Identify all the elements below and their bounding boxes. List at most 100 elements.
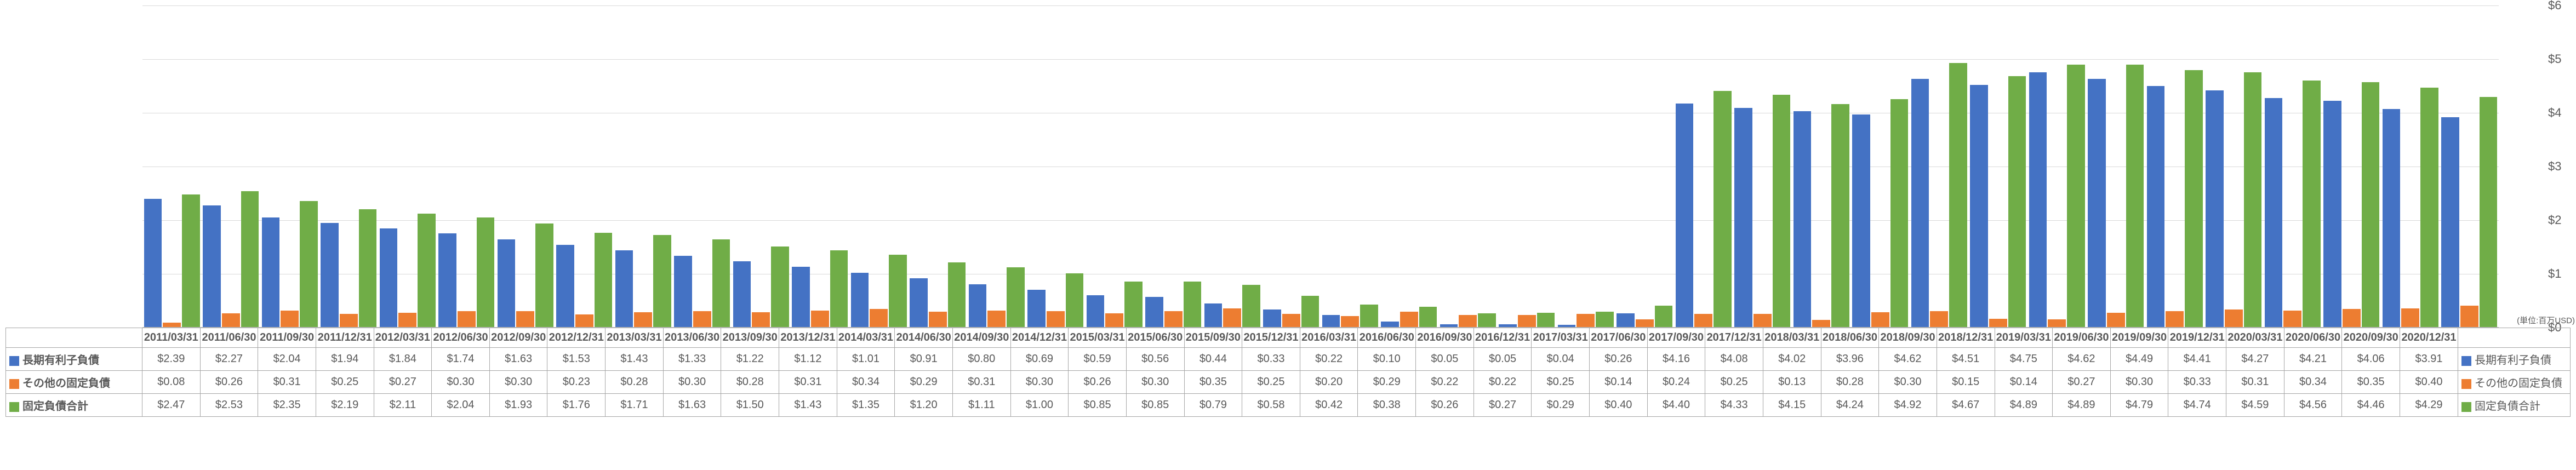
bar-longTermDebt: [1322, 315, 1340, 327]
legend-swatch-icon: [9, 379, 19, 389]
bar-totalFixedLiab: [2362, 82, 2380, 327]
legend-swatch-icon: [9, 356, 19, 366]
data-cell: $4.92: [1879, 394, 1937, 417]
data-cell: $0.22: [1473, 371, 1532, 394]
y-tick-label: $4: [2548, 106, 2561, 120]
period-header: 2013/06/30: [663, 328, 721, 348]
bar-totalFixedLiab: [2420, 88, 2438, 327]
data-cell: $2.04: [258, 348, 316, 371]
data-cell: $1.53: [547, 348, 606, 371]
bar-otherFixedLiab: [2343, 309, 2361, 327]
series-label-right-longTermDebt: 長期有利子負債: [2458, 348, 2571, 371]
data-cell: $0.14: [1590, 371, 1648, 394]
period-header: 2020/03/31: [2226, 328, 2284, 348]
bar-otherFixedLiab: [575, 314, 593, 327]
bar-totalFixedLiab: [771, 247, 789, 327]
bar-otherFixedLiab: [811, 311, 829, 327]
bar-longTermDebt: [203, 205, 221, 327]
period-header: 2013/03/31: [606, 328, 664, 348]
bar-otherFixedLiab: [281, 311, 299, 327]
bar-totalFixedLiab: [1831, 104, 1849, 327]
data-cell: $1.22: [721, 348, 779, 371]
period-header: 2014/12/31: [1010, 328, 1069, 348]
data-cell: $4.06: [2342, 348, 2400, 371]
series-label-text: その他の固定負債: [22, 377, 110, 389]
bar-group: [1144, 282, 1203, 327]
period-header: 2016/12/31: [1473, 328, 1532, 348]
bar-otherFixedLiab: [693, 311, 711, 327]
data-cell: $4.62: [2053, 348, 2111, 371]
bar-otherFixedLiab: [1636, 319, 1654, 327]
data-cell: $0.30: [1010, 371, 1069, 394]
data-cell: $1.63: [663, 394, 721, 417]
bar-totalFixedLiab: [418, 214, 436, 327]
bar-longTermDebt: [438, 233, 456, 327]
data-cell: $0.33: [1242, 348, 1300, 371]
data-cell: $0.40: [1590, 394, 1648, 417]
data-cell: $0.34: [837, 371, 895, 394]
data-cell: $0.33: [2168, 371, 2226, 394]
bar-otherFixedLiab: [1753, 314, 1772, 328]
bar-longTermDebt: [1911, 79, 1929, 327]
data-cell: $1.76: [547, 394, 606, 417]
bar-otherFixedLiab: [516, 311, 534, 327]
y-axis-right: $0$1$2$3$4$5$6: [2546, 5, 2576, 328]
bar-totalFixedLiab: [2185, 70, 2203, 327]
bar-totalFixedLiab: [1713, 91, 1732, 327]
bar-longTermDebt: [1204, 303, 1223, 327]
period-header: 2020/09/30: [2342, 328, 2400, 348]
period-header: 2012/12/31: [547, 328, 606, 348]
data-cell: $0.40: [2400, 371, 2458, 394]
bar-longTermDebt: [2029, 72, 2047, 328]
bar-group: [1733, 95, 1792, 327]
bar-otherFixedLiab: [1459, 315, 1477, 327]
data-cell: $4.67: [1937, 394, 1995, 417]
data-cell: $0.26: [1590, 348, 1648, 371]
bar-totalFixedLiab: [889, 255, 907, 327]
bar-otherFixedLiab: [1400, 312, 1418, 327]
bar-group: [614, 235, 673, 327]
period-header: 2015/03/31: [1069, 328, 1127, 348]
data-cell: $0.30: [489, 371, 547, 394]
bar-otherFixedLiab: [1694, 314, 1712, 327]
data-cell: $4.74: [2168, 394, 2226, 417]
data-cell: $0.30: [663, 371, 721, 394]
data-cell: $3.91: [2400, 348, 2458, 371]
data-cell: $4.62: [1879, 348, 1937, 371]
data-cell: $0.85: [1069, 394, 1127, 417]
bar-otherFixedLiab: [1812, 320, 1830, 327]
bar-otherFixedLiab: [870, 309, 888, 327]
bar-longTermDebt: [1617, 313, 1635, 327]
data-cell: $1.71: [606, 394, 664, 417]
period-header: 2015/06/30: [1126, 328, 1184, 348]
data-cell: $1.84: [374, 348, 432, 371]
data-cell: $0.35: [2342, 371, 2400, 394]
bar-group: [2087, 65, 2146, 327]
bar-longTermDebt: [1734, 108, 1752, 327]
bar-group: [2204, 72, 2264, 327]
bar-longTermDebt: [1381, 322, 1399, 327]
bar-otherFixedLiab: [1930, 311, 1948, 327]
legend-swatch-icon: [2461, 379, 2471, 389]
data-cell: $0.44: [1184, 348, 1242, 371]
period-header: 2011/03/31: [142, 328, 201, 348]
bar-otherFixedLiab: [1282, 314, 1300, 328]
bar-otherFixedLiab: [1871, 312, 1889, 327]
data-cell: $4.40: [1647, 394, 1705, 417]
data-cell: $3.96: [1821, 348, 1879, 371]
data-cell: $0.26: [200, 371, 258, 394]
period-header: 2017/03/31: [1532, 328, 1590, 348]
data-cell: $0.10: [1358, 348, 1416, 371]
bar-longTermDebt: [144, 199, 162, 327]
data-cell: $1.20: [895, 394, 953, 417]
period-header: 2014/06/30: [895, 328, 953, 348]
bar-group: [849, 255, 909, 327]
bar-group: [1792, 104, 1851, 327]
chart-container: $0$1$2$3$4$5$6 (単位:百万USD) 2011/03/312011…: [0, 0, 2576, 470]
period-header: 2019/03/31: [1995, 328, 2053, 348]
bar-group: [2027, 65, 2087, 327]
data-cell: $4.29: [2400, 394, 2458, 417]
data-cell: $4.49: [2110, 348, 2168, 371]
data-cell: $2.19: [316, 394, 374, 417]
data-cell: $0.08: [142, 371, 201, 394]
